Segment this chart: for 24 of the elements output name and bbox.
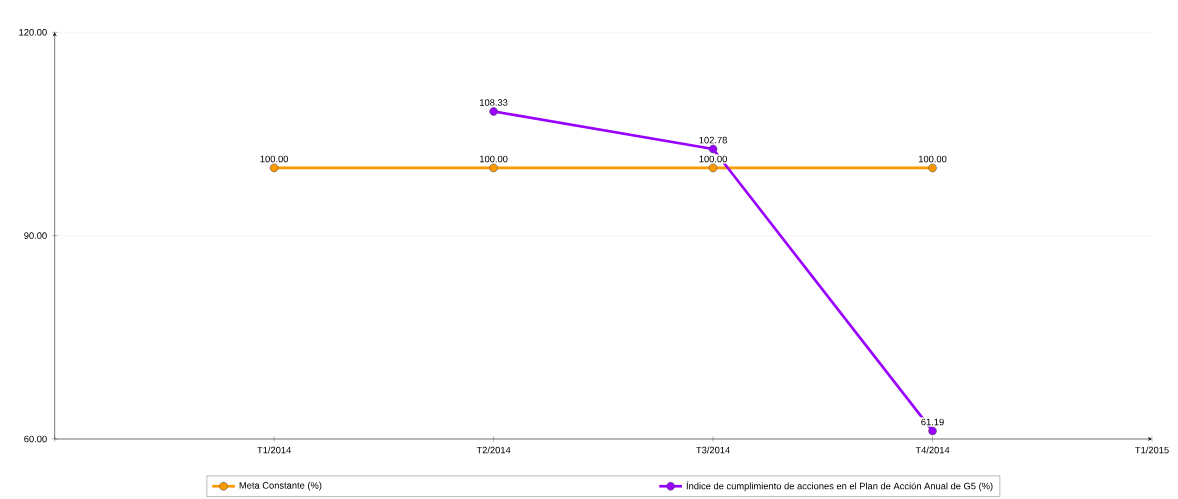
x-tick-label: T3/2014 [696,446,730,454]
data-label: 102.78 [699,136,727,144]
legend-label: Meta Constante (%) [239,481,322,491]
point [489,163,498,173]
point [928,163,937,173]
point [708,144,718,154]
data-label: 100.00 [699,155,727,163]
point [708,163,718,173]
point [269,163,279,173]
x-tick-label: T4/2014 [915,446,950,454]
data-label: 100.00 [480,155,508,163]
x-tick-label: T1/2014 [257,446,291,454]
point [489,107,498,116]
data-label: 100.00 [918,155,947,163]
y-tick-label: 60.00 [24,435,47,443]
data-label: 61.19 [921,418,944,426]
y-tick-label: 120.00 [19,29,47,36]
data-label: 100.00 [260,155,289,163]
x-tick-label: T2/2014 [476,446,511,454]
x-tick-label: T1/2015 [1135,446,1169,454]
legend-label: Índice de cumplimiento de acciones en el Plan de Acción Anual de G5 (%) [686,481,993,492]
y-tick-label: 90.00 [24,232,47,239]
data-label: 108.33 [480,99,508,106]
point [928,426,937,436]
